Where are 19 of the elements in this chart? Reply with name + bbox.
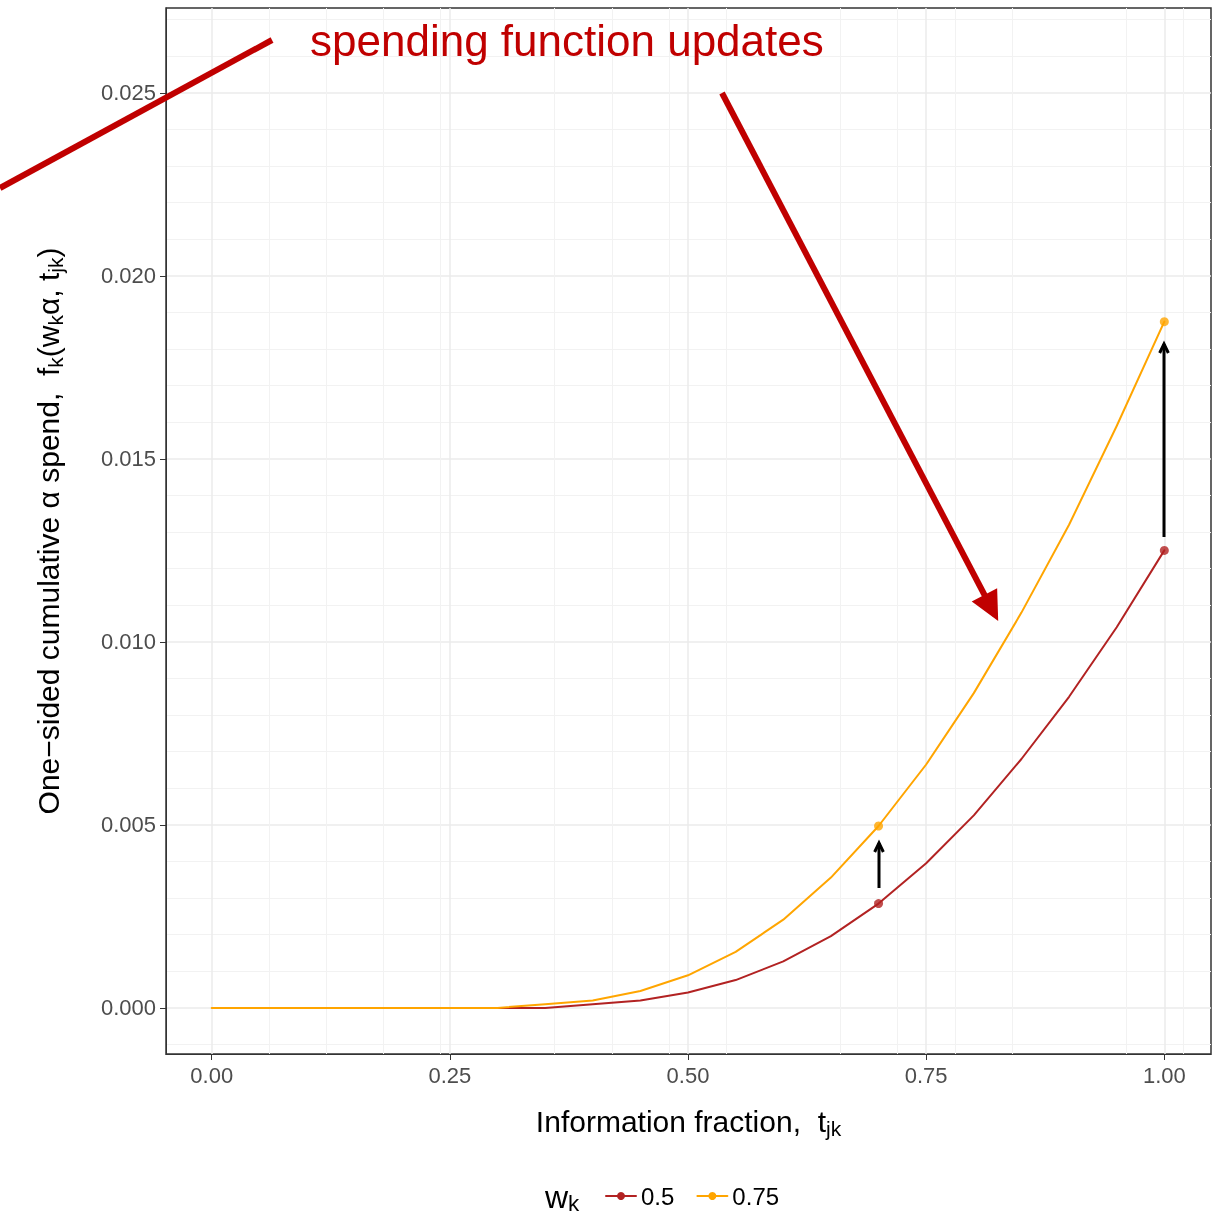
x-tick-label: 0.50 — [666, 1062, 710, 1088]
y-tick-label: 0.015 — [100, 446, 156, 472]
x-tick-label: 0.75 — [904, 1062, 948, 1088]
point — [1159, 317, 1169, 327]
y-tick-label: 0.005 — [100, 812, 156, 838]
y-axis-title: One−sided cumulative α spend, fk(wkα, tjk) — [32, 247, 67, 815]
y-tick-label: 0.020 — [100, 263, 156, 289]
x-tick-label: 1.00 — [1142, 1062, 1186, 1088]
point — [1159, 545, 1169, 555]
y-tick-label: 0.010 — [100, 629, 156, 655]
x-tick-label: 0.00 — [190, 1062, 234, 1088]
y-tick-label: 0.000 — [100, 995, 156, 1021]
point — [874, 821, 884, 831]
x-tick-label: 0.25 — [428, 1062, 472, 1088]
legend-label: 0.75 — [732, 1182, 780, 1210]
annotation: spending function updates — [310, 15, 824, 65]
legend-label: 0.5 — [641, 1182, 675, 1210]
point — [874, 899, 884, 909]
y-tick-label: 0.025 — [100, 80, 156, 106]
